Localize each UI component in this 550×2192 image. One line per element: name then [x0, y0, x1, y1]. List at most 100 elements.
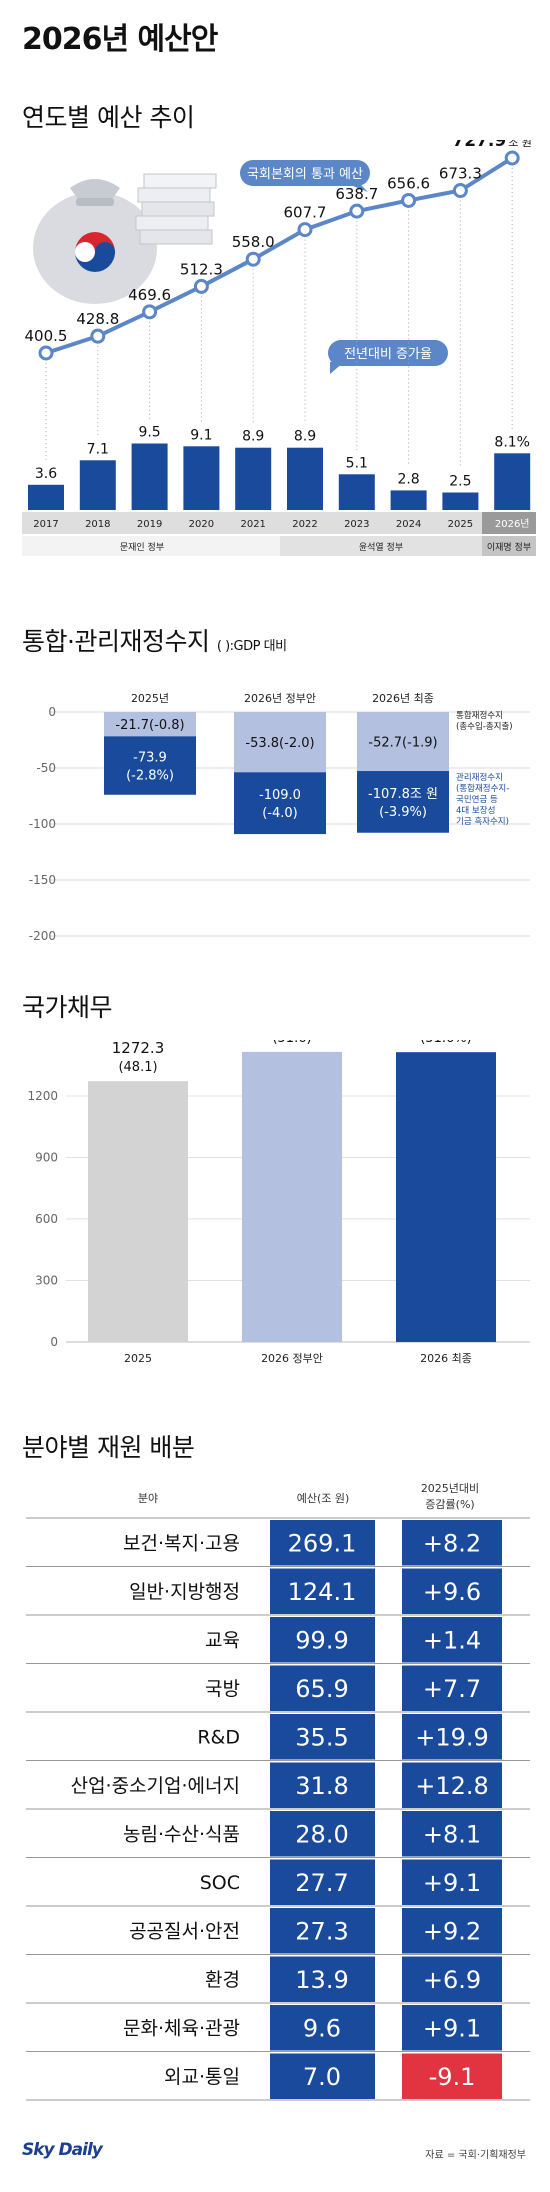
- budget-point: [90, 328, 106, 344]
- growth-bar: [28, 484, 64, 510]
- y-tick-label: 0: [50, 1335, 58, 1349]
- gov-strip-moon: [22, 536, 280, 556]
- national-debt-chart: 030060090012001500 1272.3(48.1)1415.2(51…: [27, 1040, 530, 1365]
- growth-bar: [79, 460, 116, 510]
- field-name: 보건·복지·고용: [123, 1532, 240, 1554]
- budget-label: 400.5: [25, 327, 68, 345]
- budget-cell: [270, 1956, 375, 2002]
- budget-cell: [270, 1520, 375, 1566]
- integrated-balance-label: -52.7(-1.9): [368, 736, 437, 751]
- debt-bar: [396, 1052, 496, 1342]
- change-cell: [402, 1908, 502, 1954]
- callout-growth-label: 전년대비 증가율: [344, 347, 432, 362]
- fiscal-title: 통합·관리재정수지: [22, 627, 210, 656]
- cash-stack-icon: [135, 173, 217, 245]
- change-value: +8.1: [423, 1820, 481, 1848]
- debt-gdp-ratio: (51.6%): [420, 1040, 471, 1046]
- callout-budget-label: 국회본회의 통과 예산: [247, 167, 363, 182]
- legend-integrated-text: (총수입-총지출): [456, 721, 513, 732]
- growth-bar: [235, 447, 272, 510]
- growth-bar: [338, 474, 375, 510]
- growth-label: 3.6: [35, 466, 57, 482]
- managed-balance-label: -73.9: [133, 751, 167, 766]
- col-header-change-1: 2025년대비: [421, 1482, 479, 1495]
- fiscal-balance-chart: 0 -50 -100 -150 -200 -21.7(-0.8) -73.9 (-2.8%)…: [29, 692, 530, 942]
- growth-label: 9.1: [190, 427, 212, 443]
- budget-value: 35.5: [295, 1723, 348, 1751]
- fiscal-subtitle: ( ):GDP 대비: [216, 639, 287, 654]
- money-bag-icon: [33, 179, 157, 304]
- change-cell: [402, 2005, 502, 2051]
- integrated-balance-bar: [357, 712, 449, 772]
- debt-bar: [88, 1081, 188, 1342]
- growth-bar: [442, 492, 479, 510]
- change-value: +8.2: [423, 1529, 481, 1557]
- budget-label: 428.8: [76, 310, 119, 328]
- budget-cell: [270, 1859, 375, 1905]
- col-header-change-2: 증감률(%): [425, 1498, 474, 1511]
- change-cell: [402, 1617, 502, 1663]
- budget-value: 27.3: [295, 1917, 348, 1945]
- page-title: 2026년 예산안: [22, 22, 218, 57]
- y-tick-label: 1200: [27, 1089, 58, 1103]
- growth-bar: [390, 490, 427, 510]
- y-tick-label: -150: [29, 873, 56, 887]
- legend-integrated-text: 통합재정수지: [456, 710, 503, 721]
- fiscal-category: 2025년: [131, 692, 169, 705]
- legend-managed-text: 국민연금 등: [456, 794, 498, 805]
- field-name: R&D: [197, 1726, 240, 1748]
- field-name: 국방: [205, 1678, 240, 1700]
- change-cell: [402, 1568, 502, 1614]
- budget-point: [245, 251, 261, 267]
- change-cell: [402, 1665, 502, 1711]
- growth-label: 7.1: [87, 441, 109, 457]
- debt-category: 2025: [124, 1352, 152, 1365]
- budget-label: 673.3: [439, 165, 482, 183]
- managed-balance-bar: [357, 771, 449, 833]
- growth-label: 9.5: [138, 425, 160, 441]
- debt-value-label: 1272.3: [112, 1040, 165, 1057]
- budget-value: 99.9: [295, 1626, 348, 1654]
- section-title-debt: 국가채무: [22, 993, 113, 1022]
- y-tick-label: -50: [36, 761, 56, 775]
- field-name: SOC: [200, 1872, 240, 1894]
- year-label: 2023: [344, 519, 369, 530]
- budget-value: 28.0: [295, 1820, 348, 1848]
- budget-cell: [270, 1665, 375, 1711]
- managed-balance-bar: [104, 736, 196, 795]
- budget-value: 269.1: [288, 1529, 357, 1557]
- legend-managed-text: 기금 흑자수지): [456, 816, 509, 827]
- budget-trend-chart: 국회본회의 통과 예산 전년대비 증가율 3.6 7.1 9.5 9.1 8.9 8.9 5…: [22, 140, 536, 556]
- field-name: 일반·지방행정: [129, 1581, 240, 1603]
- field-name: 외교·통일: [164, 2066, 240, 2088]
- field-name: 공공질서·안전: [129, 1920, 240, 1942]
- budget-point: [38, 345, 54, 361]
- managed-balance-ratio: (-2.8%): [126, 769, 174, 784]
- budget-label: 607.7: [284, 204, 327, 222]
- budget-value: 31.8: [295, 1772, 348, 1800]
- y-tick-label: 0: [48, 705, 56, 719]
- budget-label: 727.9: [452, 140, 506, 151]
- section-title-fiscal: 통합·관리재정수지 ( ):GDP 대비: [22, 622, 287, 658]
- year-strip-highlight: [482, 512, 536, 534]
- change-value: -9.1: [429, 2063, 476, 2091]
- change-value: +9.1: [423, 1869, 481, 1897]
- budget-cell: [270, 2053, 375, 2099]
- budget-label: 469.6: [128, 286, 171, 304]
- budget-point: [504, 150, 520, 166]
- budget-point: [349, 203, 365, 219]
- gov-label-lee: 이재명 정부: [487, 542, 531, 553]
- debt-gdp-ratio: (48.1): [118, 1060, 157, 1075]
- debt-category: 2026 정부안: [261, 1352, 323, 1365]
- legend-integrated: 통합재정수지(총수입-총지출): [456, 710, 513, 732]
- managed-balance-bar: [234, 772, 326, 835]
- y-tick-label: 1500: [27, 1040, 58, 1042]
- growth-label: 2.8: [397, 471, 419, 487]
- col-header-field: 분야: [138, 1492, 158, 1505]
- change-value: +9.1: [423, 2014, 481, 2042]
- budget-cell: [270, 1714, 375, 1760]
- budget-value: 13.9: [295, 1966, 348, 1994]
- growth-label: 2.5: [449, 474, 471, 490]
- change-value: +1.4: [423, 1626, 481, 1654]
- budget-cell: [270, 1617, 375, 1663]
